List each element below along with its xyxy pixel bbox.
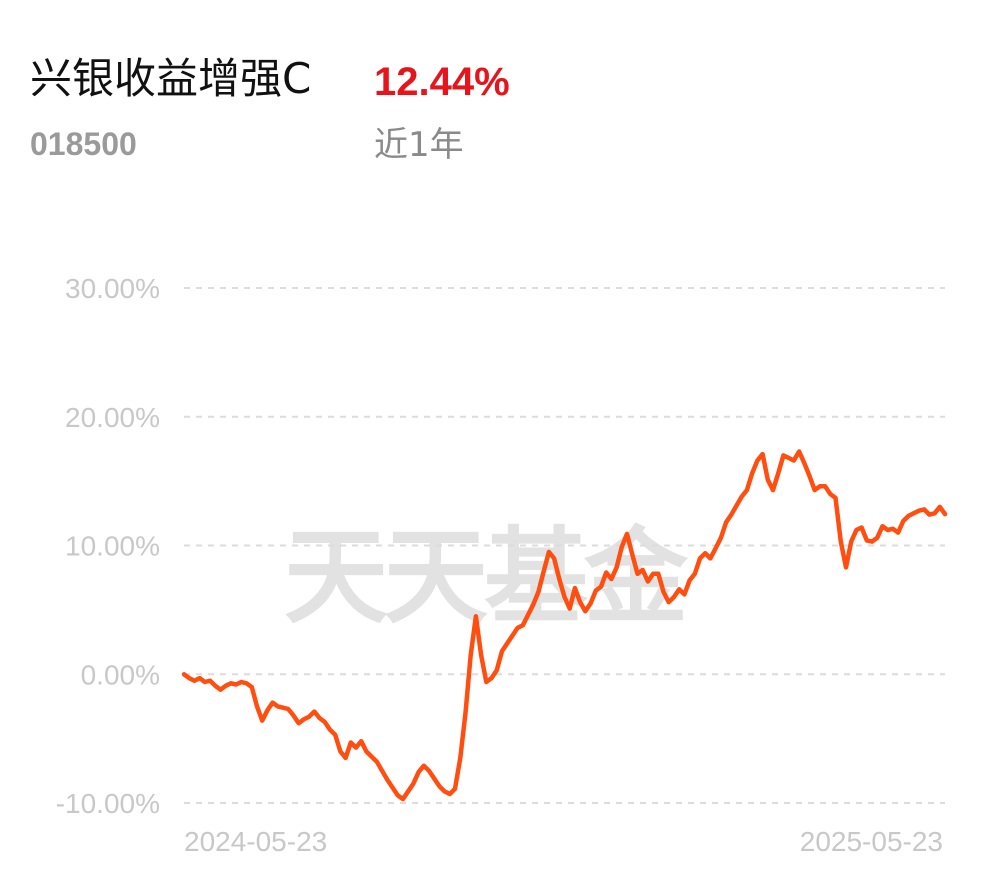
- fund-return-value: 12.44%: [374, 60, 510, 104]
- period-label: 近1年: [374, 125, 464, 165]
- grid-layer: [184, 287, 945, 804]
- y-axis-labels: 30.00% 20.00% 10.00% 0.00% -10.00%: [56, 273, 160, 819]
- watermark: 天天基金: [284, 515, 688, 638]
- y-tick-label: 30.00%: [65, 273, 160, 304]
- y-tick-label: 10.00%: [65, 531, 160, 562]
- x-axis-end-label: 2025-05-23: [800, 826, 943, 857]
- y-tick-label: 0.00%: [81, 659, 160, 690]
- series-layer: [181, 449, 948, 802]
- fund-code: 018500: [30, 126, 137, 162]
- fund-name: 兴银收益增强C: [30, 54, 312, 103]
- y-tick-label: 20.00%: [65, 402, 160, 433]
- x-axis-start-label: 2024-05-23: [184, 826, 327, 857]
- series-line: [181, 449, 948, 802]
- y-tick-label: -10.00%: [56, 788, 160, 819]
